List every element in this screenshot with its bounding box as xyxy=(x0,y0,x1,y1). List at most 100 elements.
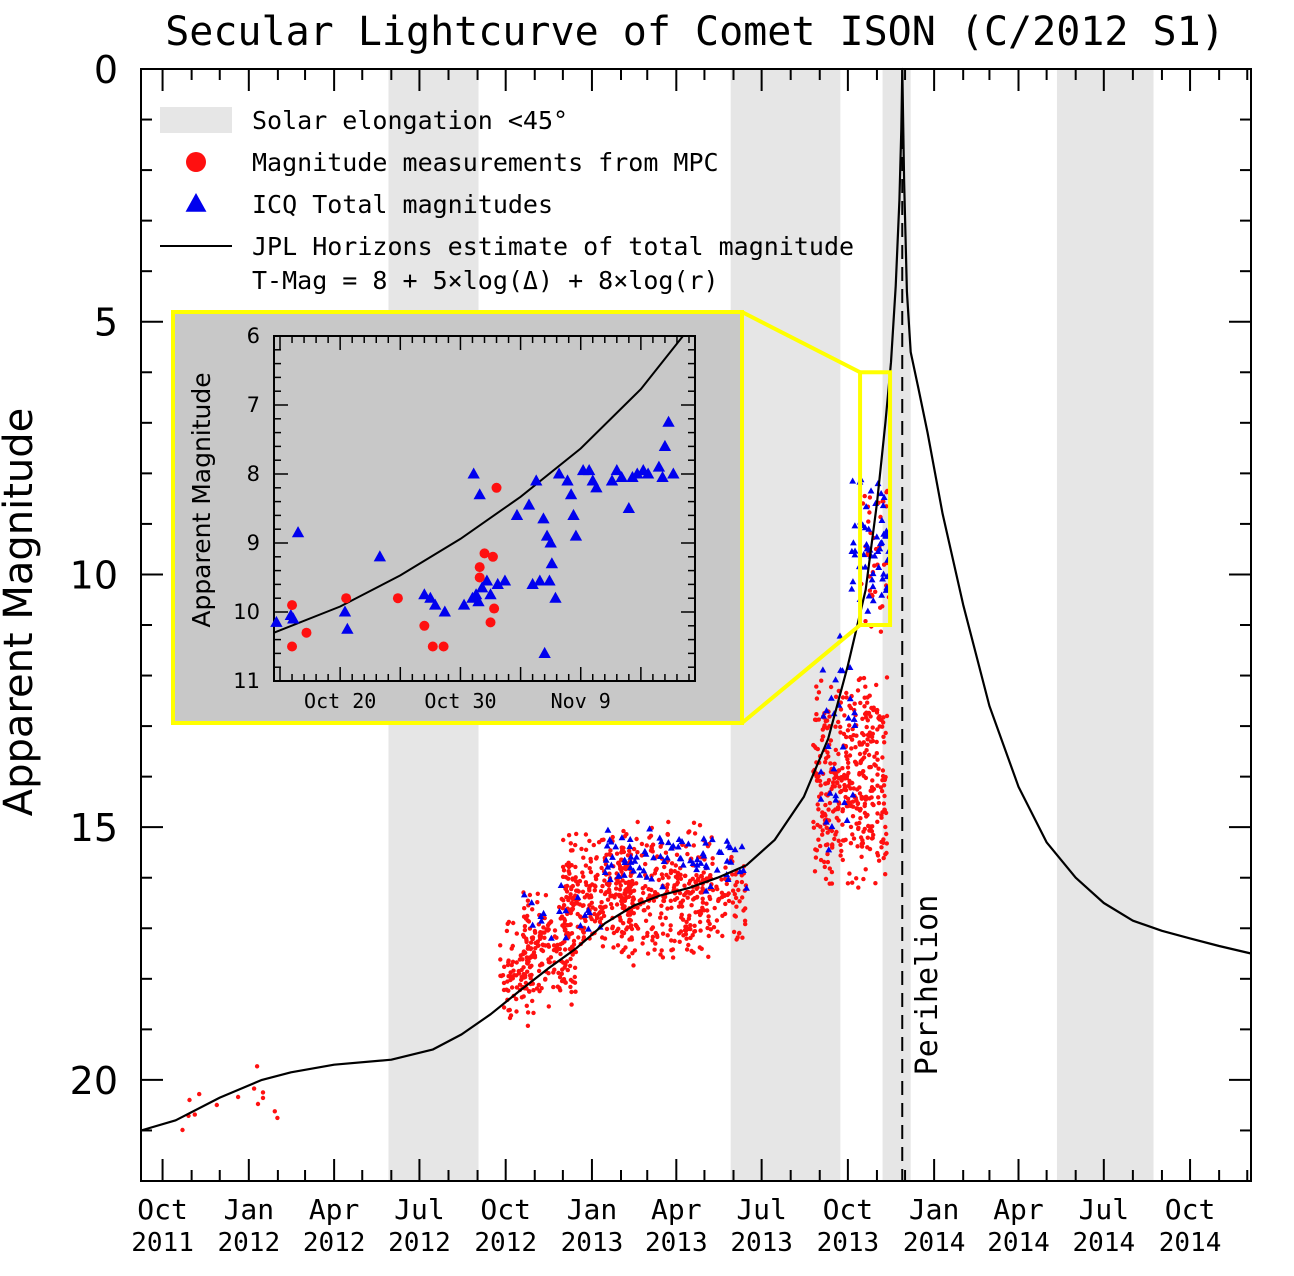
mpc-point xyxy=(561,837,566,843)
icq-point xyxy=(627,853,635,860)
mpc-point xyxy=(522,927,528,933)
mpc-point xyxy=(605,897,611,902)
icq-point xyxy=(836,632,844,639)
mpc-point xyxy=(834,829,839,835)
mpc-point xyxy=(627,848,632,854)
mpc-point xyxy=(863,684,868,689)
mpc-point xyxy=(842,782,847,788)
mpc-point xyxy=(743,906,748,911)
y-tick-label: 5 xyxy=(94,301,118,345)
mpc-point xyxy=(733,914,738,919)
inset-icq-point xyxy=(438,605,451,617)
mpc-point xyxy=(866,752,872,758)
mpc-point xyxy=(819,791,824,796)
mpc-point xyxy=(604,881,610,887)
icq-point xyxy=(697,859,705,866)
mpc-point xyxy=(669,948,674,953)
icq-point xyxy=(684,840,692,847)
mpc-point xyxy=(565,883,570,889)
mpc-point xyxy=(665,933,670,938)
inset-icq-point xyxy=(429,598,442,610)
mpc-point xyxy=(812,717,818,722)
inset-y-tick-label: 7 xyxy=(247,393,260,417)
mpc-point xyxy=(875,850,880,856)
icq-point xyxy=(657,852,664,860)
y-tick-label: 0 xyxy=(94,48,118,92)
mpc-point xyxy=(853,745,858,750)
mpc-point xyxy=(868,764,873,770)
mpc-point xyxy=(711,925,717,930)
mpc-point xyxy=(567,963,573,969)
mpc-point xyxy=(594,856,599,861)
mpc-point xyxy=(557,946,562,952)
mpc-point xyxy=(825,750,830,755)
mpc-point xyxy=(823,802,828,808)
inset-icq-point xyxy=(605,474,619,486)
mpc-point xyxy=(843,837,848,842)
mpc-point xyxy=(564,889,570,894)
mpc-point xyxy=(560,967,565,972)
mpc-point xyxy=(568,892,573,897)
perihelion-label: Perihelion xyxy=(910,895,945,1076)
mpc-point xyxy=(869,836,875,841)
mpc-point xyxy=(848,786,853,791)
mpc-point xyxy=(845,728,851,733)
mpc-point xyxy=(606,887,612,892)
mpc-point xyxy=(826,778,832,783)
icq-point xyxy=(850,715,858,722)
mpc-point xyxy=(514,931,519,936)
mpc-point xyxy=(573,842,578,848)
jpl-line-group xyxy=(140,67,1252,1132)
mpc-point xyxy=(650,842,656,847)
icq-point xyxy=(601,868,609,876)
mpc-point xyxy=(828,684,834,690)
mpc-point xyxy=(616,926,621,931)
mpc-point xyxy=(535,891,540,896)
mpc-point xyxy=(525,1023,531,1028)
inset-mpc-point xyxy=(485,617,496,628)
mpc-point xyxy=(629,935,634,940)
mpc-point xyxy=(538,933,543,939)
mpc-point xyxy=(836,719,841,725)
icq-point xyxy=(869,583,877,590)
mpc-point xyxy=(541,925,546,930)
mpc-point xyxy=(604,926,610,932)
inset-mpc-point xyxy=(474,562,485,573)
legend-label: Magnitude measurements from MPC xyxy=(252,148,719,177)
inset-icq-point xyxy=(530,474,543,486)
inset-y-axis-label: Apparent Magnitude xyxy=(187,372,216,627)
mpc-point xyxy=(828,738,834,743)
mpc-point xyxy=(815,802,820,807)
inset-icq-point xyxy=(472,595,485,607)
icq-point xyxy=(648,875,656,882)
mpc-point xyxy=(723,865,728,870)
icq-point xyxy=(577,922,584,929)
mpc-point xyxy=(568,956,573,962)
mpc-point xyxy=(720,933,725,939)
x-tick-year: 2013 xyxy=(561,1228,624,1258)
x-tick-month: Oct xyxy=(1165,1193,1216,1226)
mpc-point xyxy=(832,761,837,766)
mpc-point xyxy=(641,935,646,940)
inset-mpc-point xyxy=(287,641,298,652)
icq-point xyxy=(660,857,668,865)
icq-point xyxy=(631,857,639,864)
mpc-point xyxy=(640,941,645,946)
mpc-point xyxy=(840,695,846,700)
mpc-point xyxy=(865,835,870,840)
mpc-point xyxy=(569,885,574,890)
mpc-point xyxy=(600,935,605,940)
mpc-point xyxy=(651,898,657,903)
mpc-point xyxy=(514,960,519,965)
mpc-point xyxy=(599,916,604,921)
icq-point xyxy=(849,578,857,585)
icq-point xyxy=(877,490,885,497)
mpc-point xyxy=(834,780,840,785)
icq-point xyxy=(878,591,886,598)
mpc-point xyxy=(521,914,527,919)
icq-point xyxy=(839,743,847,750)
mpc-point xyxy=(686,916,692,921)
mpc-point xyxy=(635,905,640,910)
x-tick-year: 2013 xyxy=(730,1228,793,1258)
mpc-point xyxy=(853,760,859,765)
